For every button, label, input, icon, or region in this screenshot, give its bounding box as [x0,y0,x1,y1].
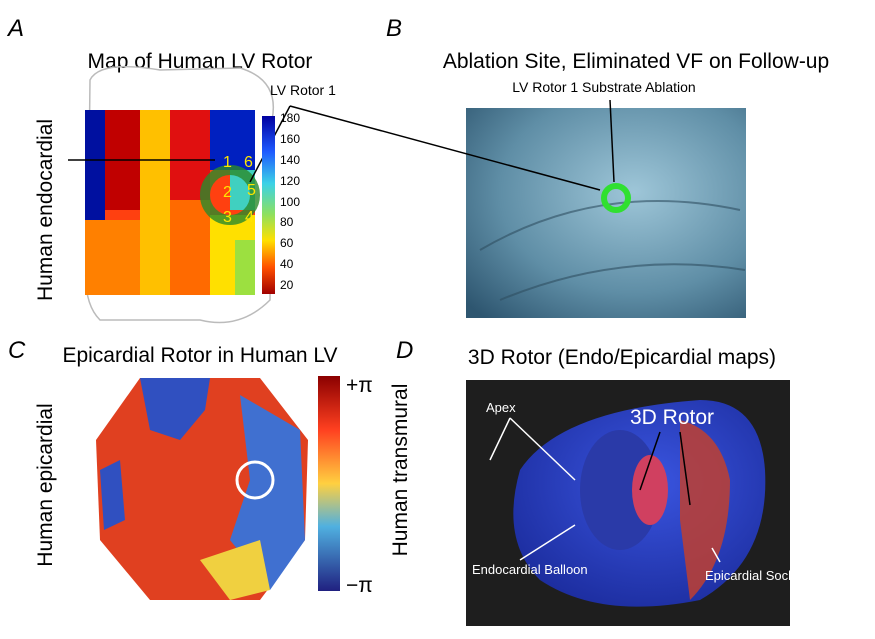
image-label: Apex [486,400,516,415]
colorbar-tick: 20 [280,278,294,292]
colorbar-label: +π [346,374,373,397]
colorbar-tick: 80 [280,215,294,229]
panel-letter: D [396,337,413,364]
site-number: 6 [244,154,253,171]
panel-letter: A [6,15,24,42]
image-label: Endocardial Balloon [472,562,588,577]
panel-d: Human transmural D 3D Rotor (Endo/Epicar… [389,337,795,626]
panel-letter: C [8,337,26,364]
figure: A Map of Human LV Rotor Human endocardia… [0,0,875,634]
colorbar-tick: 40 [280,257,294,271]
side-label: Human endocardial [34,119,57,301]
panel-a: A Map of Human LV Rotor Human endocardia… [6,15,336,323]
panel-c: C Epicardial Rotor in Human LV Human epi… [8,337,373,600]
panel-title: 3D Rotor (Endo/Epicardial maps) [468,346,776,369]
site-number: 3 [223,209,232,226]
fluoroscopy-image [466,108,746,318]
colorbar-tick: 120 [280,174,300,188]
panel-b: B Ablation Site, Eliminated VF on Follow… [290,15,829,318]
colorbar-tick: 140 [280,153,300,167]
colorbar-tick: 60 [280,236,294,250]
activation-map [85,110,255,295]
colorbar [318,376,340,591]
panel-title: Ablation Site, Eliminated VF on Follow-u… [443,50,829,73]
site-number: 4 [245,209,254,226]
colorbar [262,116,275,294]
side-label: Human epicardial [34,403,57,566]
colorbar-tick: 180 [280,111,300,125]
image-label: Epicardial Sock [705,568,795,583]
side-label: Human transmural [389,384,412,557]
colorbar-ticks: 180 160 140 120 100 80 60 40 20 [280,111,300,292]
site-number: 1 [223,154,232,171]
annotation: LV Rotor 1 [270,82,336,98]
annotation: LV Rotor 1 Substrate Ablation [512,79,695,95]
site-number: 2 [223,184,232,201]
panel-title: Epicardial Rotor in Human LV [62,344,337,367]
site-number: 5 [247,182,256,199]
panel-letter: B [386,15,402,42]
image-label: 3D Rotor [630,406,714,429]
colorbar-label: −π [346,574,373,597]
colorbar-tick: 160 [280,132,300,146]
colorbar-tick: 100 [280,195,300,209]
